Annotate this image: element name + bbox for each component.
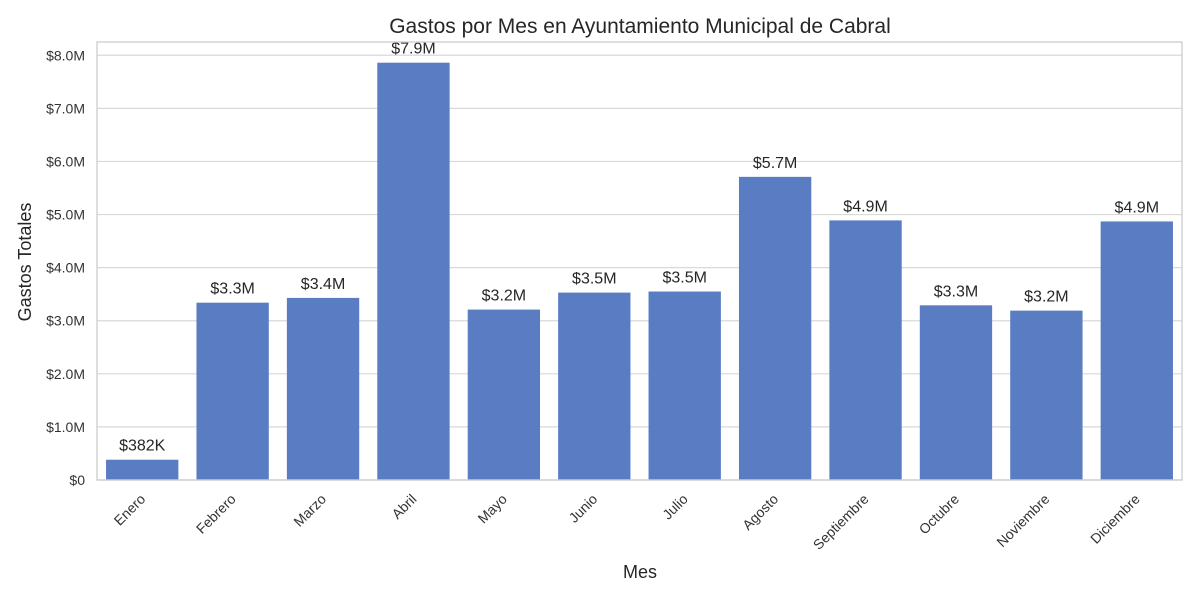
x-tick-label: Noviembre <box>993 491 1052 550</box>
grid-lines <box>97 54 1182 481</box>
data-label-julio: $3.5M <box>662 270 706 287</box>
data-label-marzo: $3.4M <box>301 276 345 293</box>
data-label-mayo: $3.2M <box>482 288 526 305</box>
data-labels: $382K $3.3M $3.4M $7.9M $3.2M $3.5M $3.5M $5.7M… <box>119 41 1159 455</box>
y-axis-title: Gastos Totales <box>15 203 35 322</box>
bar-julio <box>648 291 721 480</box>
y-tick-label: $4.0M <box>46 260 85 276</box>
plot-frame <box>96 41 1183 481</box>
data-label-diciembre: $4.9M <box>1115 199 1159 216</box>
bar-mayo <box>467 309 541 480</box>
y-tick-label: $8.0M <box>46 47 85 63</box>
y-tick-label: $0 <box>69 472 85 488</box>
bar-enero <box>106 459 179 480</box>
x-tick-label: Enero <box>111 491 149 529</box>
x-axis-ticks: Enero Febrero Marzo Abril Mayo Junio Julio Agos… <box>111 491 1143 553</box>
bar-abril <box>377 62 450 481</box>
bar-diciembre <box>1100 221 1173 480</box>
x-tick-label: Septiembre <box>810 491 872 553</box>
y-tick-label: $7.0M <box>46 100 85 116</box>
bar-febrero <box>196 302 269 480</box>
y-tick-label: $6.0M <box>46 153 85 169</box>
bar-octubre <box>919 305 993 480</box>
bars <box>106 62 1173 481</box>
y-tick-label: $3.0M <box>46 313 85 329</box>
x-tick-label: Abril <box>388 491 419 522</box>
x-tick-label: Diciembre <box>1087 491 1143 547</box>
bar-septiembre <box>829 220 902 481</box>
y-axis-ticks: $0 $1.0M $2.0M $3.0M $4.0M $5.0M $6.0M $7.0M $8.… <box>46 47 85 488</box>
chart-title: Gastos por Mes en Ayuntamiento Municipal… <box>389 15 891 38</box>
x-tick-label: Octubre <box>916 491 963 538</box>
data-label-abril: $7.9M <box>391 41 435 58</box>
bar-marzo <box>286 297 360 480</box>
x-tick-label: Mayo <box>474 491 510 527</box>
bar-junio <box>558 292 631 480</box>
data-label-octubre: $3.3M <box>934 283 978 300</box>
data-label-enero: $382K <box>119 438 166 455</box>
bar-noviembre <box>1010 310 1083 480</box>
data-label-febrero: $3.3M <box>210 281 254 298</box>
data-label-septiembre: $4.9M <box>843 198 887 215</box>
x-tick-label: Agosto <box>739 491 781 533</box>
data-label-junio: $3.5M <box>572 271 616 288</box>
y-tick-label: $1.0M <box>46 419 85 435</box>
data-label-agosto: $5.7M <box>753 155 797 172</box>
x-tick-label: Febrero <box>193 491 239 537</box>
bar-agosto <box>738 176 812 481</box>
x-tick-label: Junio <box>565 491 600 526</box>
y-tick-label: $5.0M <box>46 207 85 223</box>
data-label-noviembre: $3.2M <box>1024 289 1068 306</box>
y-tick-label: $2.0M <box>46 366 85 382</box>
x-tick-label: Marzo <box>290 491 329 530</box>
x-axis-title: Mes <box>623 562 657 582</box>
x-tick-label: Julio <box>659 491 691 523</box>
